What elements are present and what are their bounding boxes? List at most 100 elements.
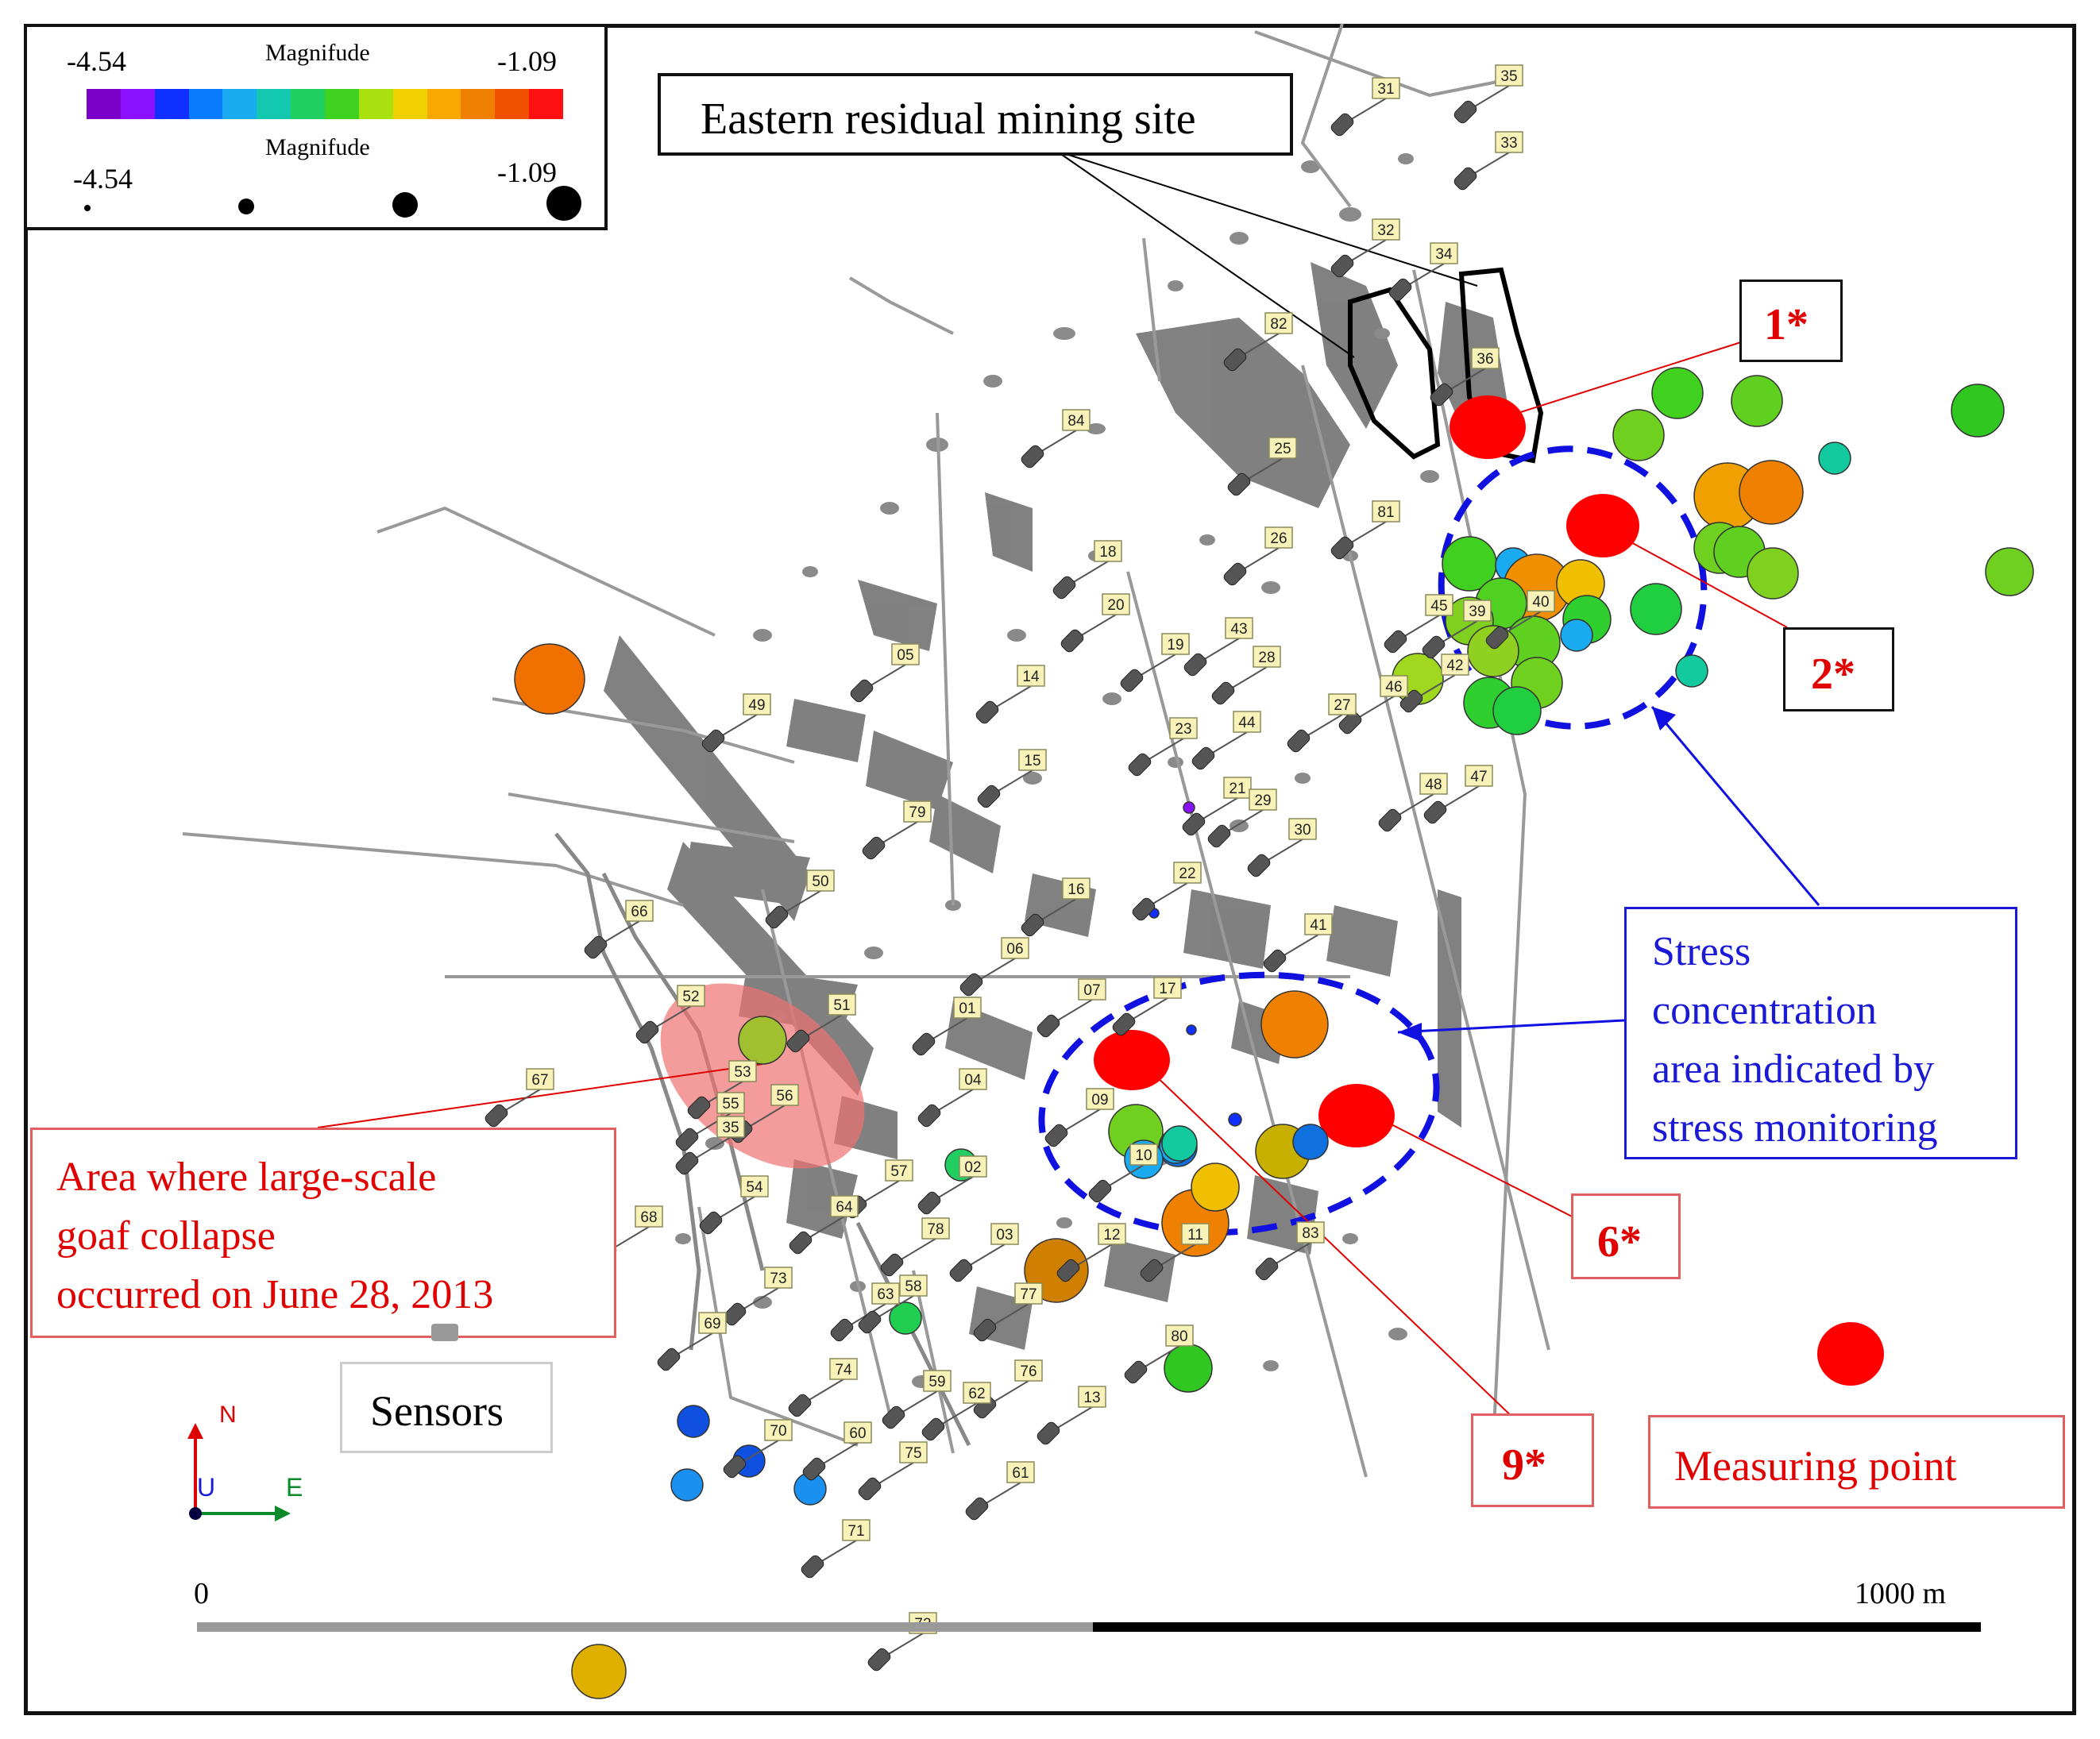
sensor-id: 62 <box>968 1386 985 1402</box>
sensor-id: 43 <box>1230 621 1247 638</box>
legend-color-swatch <box>495 89 530 119</box>
sensor-tag-box <box>1173 862 1202 884</box>
sensor-tag-box <box>698 1312 727 1334</box>
sensor-mark <box>635 1020 659 1044</box>
sensor-mark <box>765 905 789 929</box>
sensor-id: 18 <box>1099 544 1116 561</box>
sensor-id: 81 <box>1377 504 1394 521</box>
sensor-id: 14 <box>1022 669 1040 685</box>
goaf-collapse-area <box>660 983 865 1169</box>
sensor-mark <box>687 1096 711 1120</box>
sensor-tag-box <box>1018 749 1047 771</box>
measuring-point-2 <box>1566 494 1639 557</box>
measuring-point-6 <box>1318 1084 1395 1147</box>
sensor-id: 12 <box>1103 1227 1120 1244</box>
sensor-tag-box <box>1304 913 1333 935</box>
sensor-mark <box>1056 1259 1080 1282</box>
sensor-mark <box>675 1128 699 1151</box>
sensor-tag-box <box>1328 693 1357 715</box>
sensor-tag-box <box>1296 1221 1325 1244</box>
measuring-point-legend-box: Measuring point <box>1648 1415 2065 1509</box>
sensor-id: 63 <box>877 1286 894 1303</box>
sensor-id: 83 <box>1302 1225 1318 1242</box>
sensor-tag-box <box>677 985 705 1007</box>
sensor-id: 60 <box>849 1425 866 1442</box>
legend-color-swatch <box>87 89 121 119</box>
sensor-mark <box>1044 1124 1068 1147</box>
microseismic-events <box>514 367 2034 1699</box>
sensor-mark <box>1132 897 1156 921</box>
stress-line-4: stress monitoring <box>1652 1105 1938 1151</box>
sensor-mark <box>977 785 1001 808</box>
sensor-mark <box>882 1405 905 1429</box>
sensor-tag-box <box>1129 1143 1158 1166</box>
sensor-id: 39 <box>1469 603 1485 620</box>
sensor-id: 20 <box>1107 597 1124 614</box>
sensor-tag-box <box>1463 600 1492 622</box>
legend-color-swatch <box>461 89 496 119</box>
sensor-id: 21 <box>1229 781 1245 797</box>
legend-color-swatch <box>188 89 223 119</box>
sensor-id: 55 <box>722 1096 739 1112</box>
legend-color-swatch <box>291 89 326 119</box>
sensor-mark <box>975 700 999 724</box>
sensor-id: 42 <box>1446 657 1463 674</box>
point-6-label: 6* <box>1597 1217 1642 1267</box>
leader-lines <box>317 150 1820 1422</box>
sensor-mark <box>858 1477 882 1501</box>
point-1-box: 1* <box>1739 280 1843 362</box>
legend-color-swatch <box>427 89 461 119</box>
sensor-mark <box>1388 278 1412 302</box>
goaf-line-1: Area where large-scale <box>56 1155 437 1200</box>
sensor-tag-box <box>1253 646 1281 668</box>
sensor-id: 50 <box>812 873 828 890</box>
sensor-tag-box <box>1181 1223 1210 1245</box>
sensor-tag-box <box>1153 977 1182 999</box>
sensor-tag-box <box>1495 64 1523 87</box>
sensor-tag-box <box>1014 1359 1043 1382</box>
sensor-mark <box>723 1455 747 1479</box>
sensor-mark <box>1191 746 1215 770</box>
sensor-tag-box <box>1527 590 1555 612</box>
sensor-tag-box <box>1001 937 1029 959</box>
sensor-id: 40 <box>1532 594 1549 611</box>
sensor-mark <box>1223 562 1247 586</box>
sensor-id: 69 <box>704 1316 720 1332</box>
sensor-mark <box>1124 1360 1148 1384</box>
sensor-mark <box>1223 348 1247 372</box>
map-frame <box>24 24 2076 1715</box>
sensor-id: 11 <box>1187 1227 1203 1244</box>
sensor-id: 19 <box>1167 637 1183 654</box>
sensor-id: 56 <box>776 1088 793 1105</box>
sensor-id: 79 <box>909 804 925 821</box>
sensor-tag-box <box>1223 777 1252 799</box>
sensor-mark <box>1330 254 1354 278</box>
sensor-tag-box <box>1169 717 1198 739</box>
sensor-id: 23 <box>1175 721 1191 738</box>
sensor-mark <box>802 1457 826 1481</box>
sensor-mark <box>858 1310 882 1334</box>
compass-e-label: E <box>286 1473 303 1502</box>
sensor-tag-box <box>625 900 654 922</box>
sensor-mark <box>867 1648 891 1672</box>
sensor-id: 29 <box>1254 792 1271 809</box>
sensors-label: Sensors <box>370 1387 504 1435</box>
sensor-mark <box>1263 949 1287 973</box>
scale-bar <box>197 1622 1981 1632</box>
sensor-id: 78 <box>927 1221 944 1238</box>
sensor-id: 59 <box>928 1374 945 1390</box>
sensor-tag-box <box>526 1068 554 1090</box>
sensor-tag-box <box>1094 540 1122 562</box>
stress-callout: Stress concentration area indicated by s… <box>1624 907 2017 1159</box>
sensor-mark <box>1422 635 1446 659</box>
sensor-id: 75 <box>905 1445 921 1462</box>
sensor-mark <box>1052 576 1076 600</box>
scale-start-label: 0 <box>194 1577 209 1610</box>
sensor-id: 61 <box>1012 1465 1029 1482</box>
sensor-tag-box <box>1098 1223 1126 1245</box>
sensor-tag-box <box>1161 633 1190 655</box>
legend-max-size: -1.09 <box>497 156 557 188</box>
legend-box: -4.54 Magnifude -1.09 Magnifude -4.54 -1… <box>24 24 608 230</box>
sensor-tag-box <box>921 1217 950 1240</box>
sensor-tag-box <box>728 1060 757 1082</box>
